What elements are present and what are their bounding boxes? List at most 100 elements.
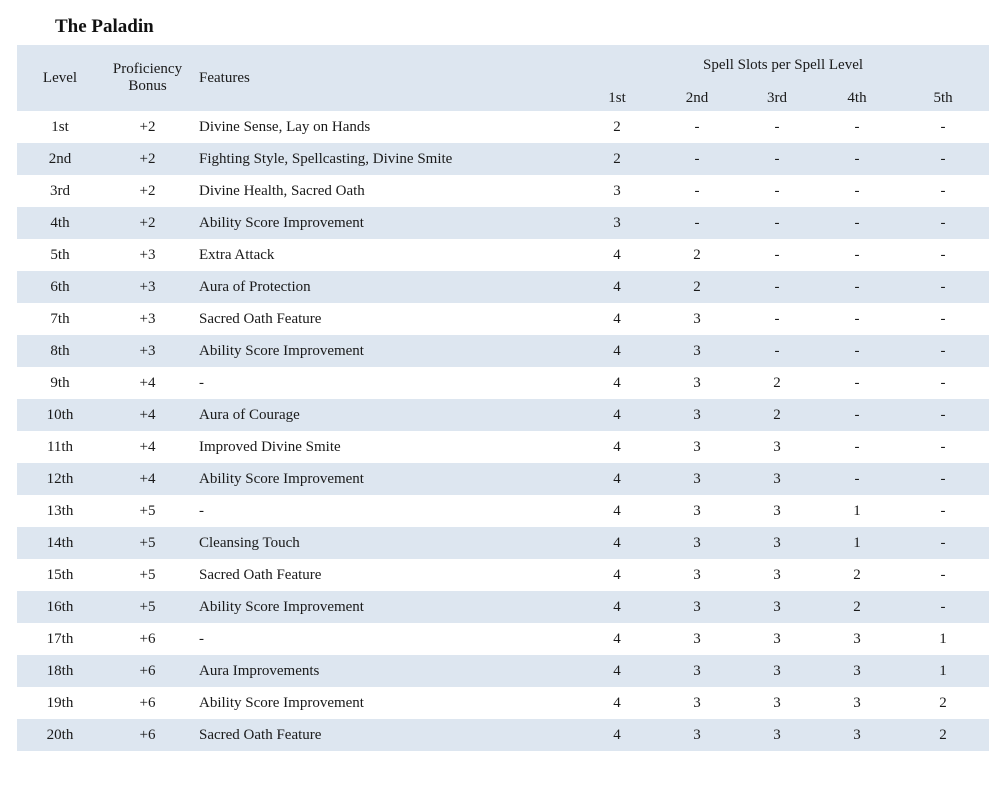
slot-2nd-cell: 3 xyxy=(693,630,701,647)
slot-5th-cell: - xyxy=(940,566,946,583)
header-row-spell-levels: 1st 2nd 3rd 4th 5th xyxy=(17,85,990,111)
table-row: 20th +6 Sacred Oath Feature 4 3 3 3 2 xyxy=(17,719,990,751)
slot-4th-cell: 1 xyxy=(853,502,861,519)
slot-1st-cell: 4 xyxy=(577,655,657,687)
level-cell: 1st xyxy=(51,118,69,135)
slot-2nd-cell: - xyxy=(694,182,700,199)
slot-2nd-cell: 3 xyxy=(693,374,701,391)
slot-5th-cell: - xyxy=(940,310,946,327)
slot-3rd-cell: - xyxy=(737,271,817,303)
slot-4th-cell: - xyxy=(854,118,860,135)
level-cell: 12th xyxy=(17,463,103,495)
column-header-proficiency-bonus: Proficiency Bonus xyxy=(103,45,192,111)
slot-4th-cell: 3 xyxy=(817,655,897,687)
slot-1st-cell: 4 xyxy=(577,591,657,623)
slot-1st-cell: 4 xyxy=(613,374,621,391)
slot-2nd-cell: 3 xyxy=(693,502,701,519)
table-row: 5th +3 Extra Attack 4 2 - - - xyxy=(17,239,989,271)
slot-5th-cell: - xyxy=(940,246,946,263)
slot-5th-cell: - xyxy=(897,591,990,623)
slot-3rd-cell: - xyxy=(774,246,780,263)
features-cell: Aura of Courage xyxy=(192,399,577,431)
slot-3rd-cell: 3 xyxy=(773,630,781,647)
slot-4th-cell: 3 xyxy=(817,719,897,751)
features-cell: Ability Score Improvement xyxy=(192,335,577,367)
level-cell: 20th xyxy=(17,719,103,751)
slot-5th-cell: - xyxy=(897,207,990,239)
column-group-header-spell-slots: Spell Slots per Spell Level xyxy=(577,45,990,85)
slot-3rd-cell: 2 xyxy=(737,399,817,431)
slot-5th-cell: 2 xyxy=(897,719,990,751)
table-row: 19th +6 Ability Score Improvement 4 3 3 3 2 xyxy=(17,687,989,719)
table-row: 3rd +2 Divine Health, Sacred Oath 3 - - - - xyxy=(17,175,989,207)
features-cell: Extra Attack xyxy=(199,246,275,263)
slot-5th-cell: - xyxy=(940,374,946,391)
slot-3rd-cell: 3 xyxy=(737,655,817,687)
proficiency-bonus-cell: +3 xyxy=(103,335,192,367)
slot-4th-cell: - xyxy=(854,246,860,263)
level-cell: 16th xyxy=(17,591,103,623)
level-cell: 19th xyxy=(46,694,74,711)
slot-1st-cell: 2 xyxy=(613,118,621,135)
slot-3rd-cell: 3 xyxy=(773,694,781,711)
table-row: 4th +2 Ability Score Improvement 3- - - - xyxy=(17,207,990,239)
table-header: Level Proficiency Bonus Features Spell S… xyxy=(17,45,990,111)
table-row: 14th +5 Cleansing Touch 4 3 3 1- xyxy=(17,527,990,559)
features-cell: Aura of Protection xyxy=(192,271,577,303)
features-cell: Ability Score Improvement xyxy=(199,694,364,711)
level-cell: 14th xyxy=(17,527,103,559)
header-row-main: Level Proficiency Bonus Features Spell S… xyxy=(17,45,990,111)
features-cell: Sacred Oath Feature xyxy=(199,566,322,583)
slot-4th-cell: - xyxy=(817,207,897,239)
proficiency-bonus-cell: +5 xyxy=(139,566,156,583)
slot-5th-cell: 2 xyxy=(939,694,947,711)
slot-3rd-cell: - xyxy=(737,143,817,175)
column-header-features: Features xyxy=(192,45,577,111)
features-cell: Aura Improvements xyxy=(192,655,577,687)
features-cell: - xyxy=(199,630,204,647)
features-cell: Fighting Style, Spellcasting, Divine Smi… xyxy=(192,143,577,175)
level-cell: 5th xyxy=(50,246,70,263)
slot-3rd-cell: 3 xyxy=(773,566,781,583)
column-header-spell-level-4th: 4th xyxy=(817,85,897,111)
proficiency-bonus-cell: +5 xyxy=(139,502,156,519)
slot-1st-cell: 4 xyxy=(577,335,657,367)
slot-3rd-cell: - xyxy=(774,118,780,135)
slot-3rd-cell: 3 xyxy=(737,527,817,559)
features-cell: Improved Divine Smite xyxy=(199,438,341,455)
slot-3rd-cell: - xyxy=(774,182,780,199)
proficiency-bonus-cell: +3 xyxy=(139,310,156,327)
table-row: 18th +6 Aura Improvements 4 3 3 3 1 xyxy=(17,655,990,687)
proficiency-bonus-cell: +4 xyxy=(103,399,192,431)
features-cell: - xyxy=(199,502,204,519)
proficiency-bonus-cell: +6 xyxy=(103,719,192,751)
slot-2nd-cell: - xyxy=(657,207,737,239)
proficiency-bonus-cell: +2 xyxy=(103,207,192,239)
slot-2nd-cell: 2 xyxy=(693,246,701,263)
slot-1st-cell: 4 xyxy=(577,399,657,431)
slot-2nd-cell: 3 xyxy=(657,335,737,367)
slot-1st-cell: 4 xyxy=(613,438,621,455)
features-cell: Divine Sense, Lay on Hands xyxy=(199,118,371,135)
features-cell: Cleansing Touch xyxy=(192,527,577,559)
slot-5th-cell: 1 xyxy=(939,630,947,647)
slot-4th-cell: 2 xyxy=(817,591,897,623)
features-cell: Ability Score Improvement xyxy=(192,207,577,239)
slot-1st-cell: 4 xyxy=(577,463,657,495)
slot-2nd-cell: 3 xyxy=(657,591,737,623)
proficiency-bonus-cell: +6 xyxy=(103,655,192,687)
level-cell: 9th xyxy=(50,374,70,391)
column-header-spell-level-1st: 1st xyxy=(577,85,657,111)
slot-4th-cell: - xyxy=(817,399,897,431)
slot-4th-cell: - xyxy=(854,374,860,391)
slot-1st-cell: 4 xyxy=(577,271,657,303)
slot-3rd-cell: 3 xyxy=(737,719,817,751)
slot-3rd-cell: - xyxy=(737,335,817,367)
proficiency-bonus-cell: +6 xyxy=(139,694,156,711)
table-row: 11th +4 Improved Divine Smite 4 3 3 - - xyxy=(17,431,989,463)
table-row: 1st +2 Divine Sense, Lay on Hands 2 - - - - xyxy=(17,111,989,143)
proficiency-bonus-cell: +2 xyxy=(139,182,156,199)
table-body: 1st +2 Divine Sense, Lay on Hands 2- - - -2nd +… xyxy=(17,111,990,751)
slot-5th-cell: - xyxy=(940,438,946,455)
slot-3rd-cell: - xyxy=(737,207,817,239)
